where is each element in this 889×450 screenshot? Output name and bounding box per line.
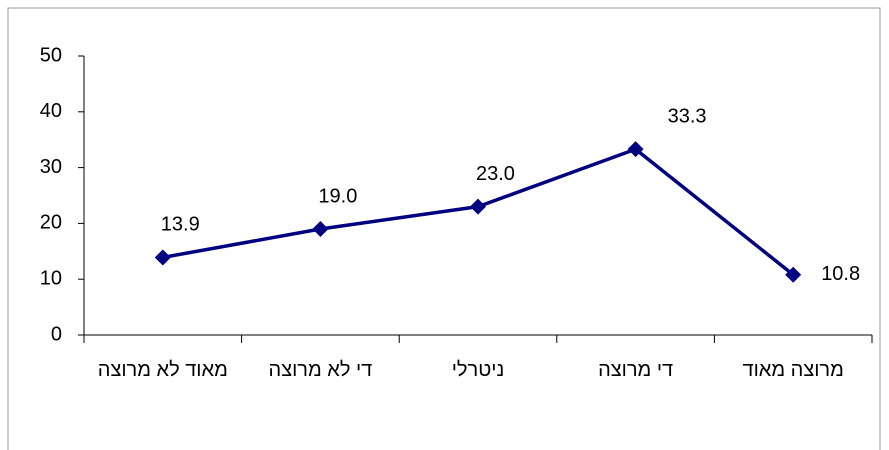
y-tick-label: 20 [40, 212, 62, 234]
data-label: 13.9 [161, 214, 200, 236]
chart-frame [7, 7, 881, 450]
data-point [470, 198, 486, 215]
y-tick-label: 10 [40, 267, 62, 289]
data-label: 10.8 [821, 263, 860, 285]
y-tick-label: 50 [40, 44, 62, 66]
x-tick-label: די מרוצה [598, 359, 674, 381]
data-point [154, 249, 171, 266]
x-tick-label: מאוד לא מרוצה [97, 359, 228, 381]
data-point [312, 220, 329, 237]
y-tick-label: 40 [40, 100, 62, 122]
data-point [627, 141, 644, 158]
data-label: 33.3 [668, 105, 707, 127]
x-tick-label: ניטרלי [451, 359, 505, 381]
y-tick-label: 30 [40, 156, 62, 178]
x-tick-label: מרוצה מאוד [742, 359, 844, 381]
data-label: 23.0 [476, 163, 515, 185]
y-tick-label: 0 [51, 323, 62, 345]
data-label: 19.0 [318, 185, 357, 207]
data-point [785, 266, 802, 283]
x-tick-label: די לא מרוצה [268, 359, 373, 381]
